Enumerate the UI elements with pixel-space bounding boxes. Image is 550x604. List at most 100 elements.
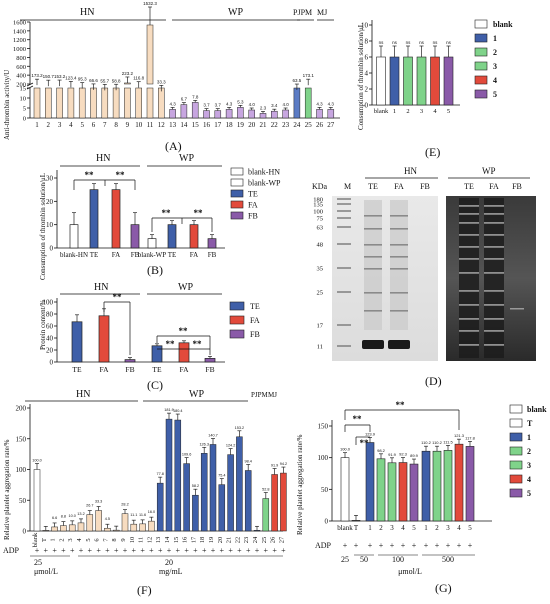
gel-band-left-1-0 [390,215,408,217]
x-tick-label-b-0: blank-HN [60,251,88,259]
gel-marker-75: 75 [317,216,324,223]
gel-band-right-1-9 [484,318,504,320]
gel-smear-left-1 [390,200,408,330]
gel-band-left-1-4 [390,268,408,270]
bar-a-3-lower [56,87,63,119]
bar-f-23 [244,470,252,532]
c-tick-label-5: 100 [43,299,54,307]
gel-band-left-0-6 [364,310,382,312]
x-tick-label-f-28: 27 [278,536,285,543]
sig-e-3: ns [419,40,425,45]
bar-f-20 [218,484,226,532]
sig-b-star-4: ** [194,208,204,218]
e-tick-label-2: 4 [365,70,369,78]
adp-plus-f-15: + [167,546,172,555]
x-tick-label-b-1: TE [90,251,99,259]
adp-plus-f-3: + [61,546,66,555]
a-tick-l-label-1: 5 [23,106,26,113]
gel-marker-35: 35 [317,266,324,273]
bar-f-10 [130,523,138,532]
x-tick-label-a-17: 17 [214,121,222,129]
bar-f-2 [60,525,67,532]
bars-a: 173.2 150.7 153.2 123.4 95.3 66.6 55.7 58.8223.… [31,1,335,119]
group-label-mj: MJ [317,8,327,17]
c-tick-label-3: 60 [46,323,54,331]
panel-label-f: (F) [137,583,152,597]
adp-plus-f-28: + [281,546,286,555]
value-label-f-12: 11.6 [139,513,146,517]
group-label-wp-f: WP [189,389,204,400]
bar-f-14 [165,418,173,532]
x-tick-label-g-6: 5 [412,524,416,532]
gel-band-right-0-11 [459,344,479,346]
x-tick-label-a-13: 13 [169,121,177,129]
sig-e-0: ns [379,40,385,45]
gel-marker-135: 135 [313,202,323,209]
gel-band-right-0-1 [459,213,479,215]
bar-a-20 [248,109,255,119]
group-label-hn: HN [80,7,94,18]
gel-bands [337,198,524,358]
adp-plus-f-17: + [184,546,189,555]
adp-plus-f-23: + [237,546,242,555]
legend-label-b-4: FB [248,212,258,221]
group-label-wp-c: WP [178,282,193,293]
value-label-a-27: 4.3 [328,101,335,106]
bar-a-2-lower [45,87,52,119]
y-ticks-c: 0 20 40 60 80 100 [43,299,57,367]
legend-swatch-e-4 [474,75,488,85]
bar-b-blank-hn-0 [69,224,79,249]
a-tick-u-label-1: 400 [16,73,26,80]
legend-label-g-5: 4 [527,475,531,484]
x-tick-label-a-25: 25 [305,121,313,129]
gel-ladder-band-2 [337,210,351,212]
gel-band-left-0-5 [364,292,382,294]
group-label-wp-b: WP [179,153,194,164]
x-tick-labels-f: blank T 1 2 3 4 5 6 7 8 9 10 11 12 13 14 15 16 17 18 19 20 21 2… [32,532,285,547]
gel-marker-11: 11 [317,344,323,351]
gel-band-right-0-2 [459,222,479,224]
adp-plus-g-7: + [424,541,429,550]
x-tick-label-f-14: 13 [155,537,162,544]
gel-band-right-0-3 [459,234,479,236]
x-tick-label-f-4: 3 [67,538,74,541]
x-tick-label-f-8: 7 [102,538,109,542]
x-tick-label-f-2: 1 [50,538,57,541]
x-tick-label-f-24: 23 [243,537,250,544]
value-label-f-0: 100.0 [32,459,42,463]
bar-a-13 [169,109,176,119]
x-tick-label-f-25: 24 [252,536,259,543]
bar-e-2 [403,56,413,106]
legend-swatch-e-1 [474,33,488,43]
adp-plus-g-9: + [446,541,451,550]
legend-label-g-1: T [527,419,533,428]
b-tick-label-3: 30 [46,175,54,183]
dose-g-unit: μmol/L [398,567,422,576]
g-tick-label-0: 0 [325,518,329,526]
a-tick-l-label-2: 10 [20,96,27,103]
bar-a-11 [146,24,154,85]
bar-a-16 [203,110,210,119]
x-tick-label-f-0: blank [32,532,39,547]
f-tick-label-2: 100 [16,466,27,474]
gel-marker-48: 48 [317,242,324,249]
value-label-a-1: 173.2 [31,73,43,78]
bar-a-18 [225,109,233,119]
x-tick-label-f-6: 5 [85,538,92,541]
x-tick-label-a-5: 5 [80,121,84,129]
x-tick-label-f-9: 8 [111,538,118,541]
adp-plus-f-10: + [123,546,128,555]
x-tick-label-c-5: FB [205,365,214,374]
legend-swatch-e-2 [474,47,488,57]
dose-g-100: 100 [392,555,404,564]
value-label-f-13: 16.0 [148,510,155,514]
dose-f-unit2: mg/mL [159,567,183,576]
x-tick-label-a-20: 20 [248,121,256,129]
legend-swatch-c-2 [229,329,245,339]
dose-f-25: 25 [34,558,42,567]
adp-plus-row-f: + + + + + + + + + + + + + + + + + + + + + + + + + + + + + [35,546,286,555]
gel-group-wp: WP [482,166,496,176]
gel-band-right-1-8 [484,304,504,306]
legend-label-e-1: 1 [493,34,497,43]
